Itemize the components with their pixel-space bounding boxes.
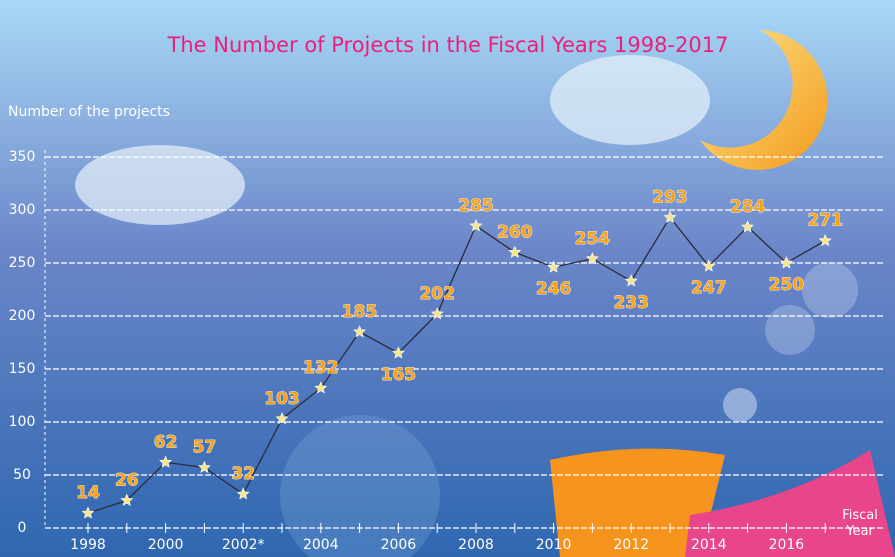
x-tick-label: 2000 (148, 537, 184, 553)
x-tick-label: 2010 (536, 537, 572, 553)
data-label: 26 (115, 470, 139, 490)
y-tick-label: 150 (9, 361, 36, 377)
point (197, 460, 211, 474)
data-label: 185 (342, 302, 378, 322)
moon (700, 30, 828, 170)
data-label: 103 (264, 389, 300, 409)
point (430, 307, 444, 320)
data-label: 57 (193, 438, 217, 458)
point (585, 252, 599, 265)
point (353, 325, 367, 338)
x-tick-label: 2014 (691, 537, 727, 553)
data-label: 254 (575, 229, 611, 249)
x-tick-label: 2016 (769, 537, 805, 553)
data-label: 246 (536, 279, 572, 299)
point (702, 259, 716, 272)
x-tick-label: 2006 (381, 537, 417, 553)
y-tick-label: 50 (13, 467, 31, 483)
x-tick-label: 1998 (70, 537, 106, 553)
x-tick-label: 2008 (458, 537, 494, 553)
x-tick-label: 2002* (222, 537, 265, 553)
point (469, 219, 483, 232)
data-label: 233 (613, 293, 649, 313)
x-axis-label: Fiscal Year (842, 508, 878, 539)
y-tick-label: 200 (9, 308, 36, 324)
data-label: 247 (691, 278, 727, 298)
point (120, 493, 134, 506)
y-axis-label: Number of the projects (8, 104, 170, 120)
y-tick-label: 100 (9, 414, 36, 430)
data-label: 62 (154, 432, 178, 452)
point (508, 245, 522, 258)
point (779, 256, 793, 269)
data-label: 32 (231, 464, 255, 484)
point (275, 412, 289, 425)
point (663, 210, 677, 223)
data-label: 271 (807, 211, 843, 231)
point (314, 381, 328, 394)
data-label: 285 (458, 196, 494, 216)
y-tick-label: 350 (9, 149, 36, 165)
y-tick-label: 300 (9, 202, 36, 218)
decor (685, 450, 895, 557)
point (547, 260, 561, 273)
data-label: 250 (769, 275, 805, 295)
x-tick-label: 2012 (613, 537, 649, 553)
point (818, 233, 832, 247)
point (741, 220, 755, 233)
data-label: 260 (497, 222, 533, 242)
data-label: 202 (419, 284, 455, 304)
series-line (87, 216, 826, 514)
chart-title: The Number of Projects in the Fiscal Yea… (167, 33, 729, 57)
clouds (75, 55, 858, 557)
point (391, 346, 405, 359)
data-label: 132 (303, 358, 339, 378)
point (159, 455, 173, 468)
data-label: 165 (381, 365, 417, 385)
x-tick-label: 2004 (303, 537, 339, 553)
point (81, 506, 95, 519)
point (236, 487, 250, 500)
data-label: 293 (652, 187, 688, 207)
data-label: 14 (76, 483, 100, 503)
data-label: 284 (730, 197, 766, 217)
point (624, 274, 638, 287)
y-tick-label: 0 (18, 520, 27, 536)
y-tick-label: 250 (9, 255, 36, 271)
